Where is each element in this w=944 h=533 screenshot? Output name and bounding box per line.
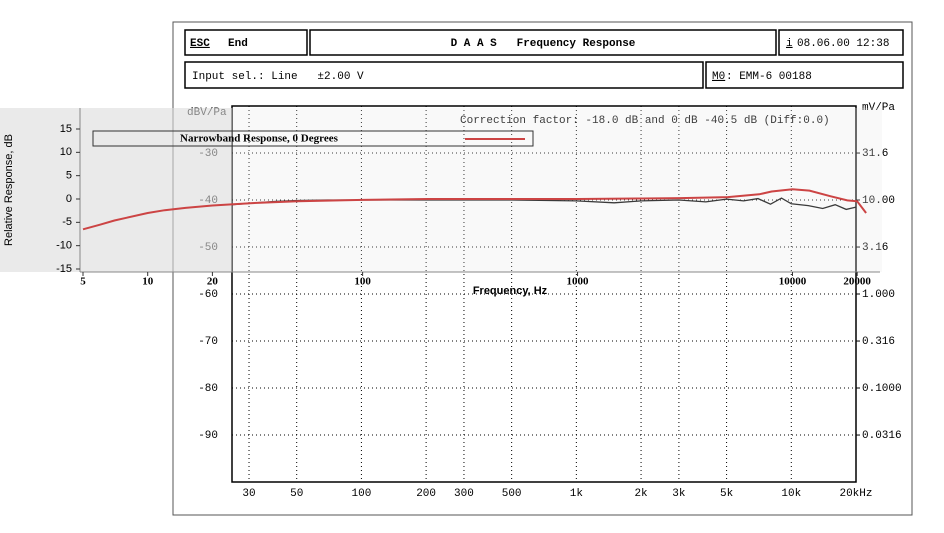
x-tick-label: 500 — [502, 488, 522, 500]
y-tick-label: 10 — [60, 146, 72, 158]
annotation: Correction factor: -18.0 dB and 0 dB -40… — [460, 115, 830, 127]
x-tick-label: 5k — [720, 488, 734, 500]
x-tick-label: 3k — [672, 488, 686, 500]
mic: : EMM-6 00188 — [726, 71, 812, 83]
title-box — [309, 29, 777, 56]
x-tick-label: 20 — [207, 276, 219, 288]
window-title: D A A S Frequency Response — [451, 38, 636, 50]
x-tick-label: 30 — [242, 488, 255, 500]
esc-button[interactable] — [184, 29, 308, 56]
x-tick-label: 1000 — [567, 276, 590, 288]
y2-tick-label: 3.16 — [862, 242, 888, 254]
data-line — [82, 188, 867, 231]
esc-key[interactable]: ESC — [190, 38, 210, 50]
mic-key: M0 — [712, 71, 725, 83]
y2-tick-label: 10.00 — [862, 195, 895, 207]
y-tick-label: -90 — [198, 430, 218, 442]
y-tick-label: -15 — [56, 263, 72, 275]
overlay-background — [232, 108, 882, 272]
input-selection: Input sel.: Line ±2.00 V — [192, 71, 364, 83]
x-tick-label: 200 — [416, 488, 436, 500]
date: 08.06.00 12:38 — [797, 38, 889, 50]
x-tick-label: 300 — [454, 488, 474, 500]
overlay-background — [0, 108, 232, 272]
x-tick-label: 5 — [80, 276, 86, 288]
x-tick-label: 1k — [570, 488, 584, 500]
x-tick-label: 100 — [352, 488, 372, 500]
y2-tick-label: 0.1000 — [862, 383, 902, 395]
y2-tick-label: 31.6 — [862, 148, 888, 160]
x-tick-label: 20000 — [843, 276, 871, 288]
y-axis-label: Relative Response, dB — [3, 134, 15, 246]
x-tick-label: 10 — [142, 276, 154, 288]
y2-tick-label: 0.0316 — [862, 430, 902, 442]
y-tick-label: -60 — [198, 289, 218, 301]
y-tick-label: -5 — [62, 216, 72, 228]
date-key: i — [786, 38, 793, 50]
y2-tick-label: 0.316 — [862, 336, 895, 348]
y-tick-label: 5 — [66, 170, 72, 182]
x-tick-label: 10000 — [779, 276, 807, 288]
input-box — [184, 61, 704, 89]
x-tick-label: 50 — [290, 488, 303, 500]
y-tick-label: 15 — [60, 123, 72, 135]
esc-label[interactable]: End — [228, 38, 248, 50]
y-tick-label: 0 — [66, 193, 72, 205]
legend-label: Narrowband Response, 0 Degrees — [180, 133, 339, 145]
x-tick-label: 20kHz — [839, 488, 872, 500]
y-tick-label: -10 — [56, 240, 72, 252]
y-tick-label: -70 — [198, 336, 218, 348]
x-tick-label: 10k — [781, 488, 801, 500]
x-tick-label: 2k — [634, 488, 648, 500]
y2-tick-label: 1.000 — [862, 289, 895, 301]
x-axis-label: Frequency, Hz — [473, 285, 548, 297]
legend — [92, 130, 534, 147]
y-tick-label: -80 — [198, 383, 218, 395]
x-tick-label: 100 — [354, 276, 371, 288]
y2-axis-label: mV/Pa — [862, 102, 895, 114]
mic-box — [705, 61, 904, 89]
date-box — [778, 29, 904, 56]
